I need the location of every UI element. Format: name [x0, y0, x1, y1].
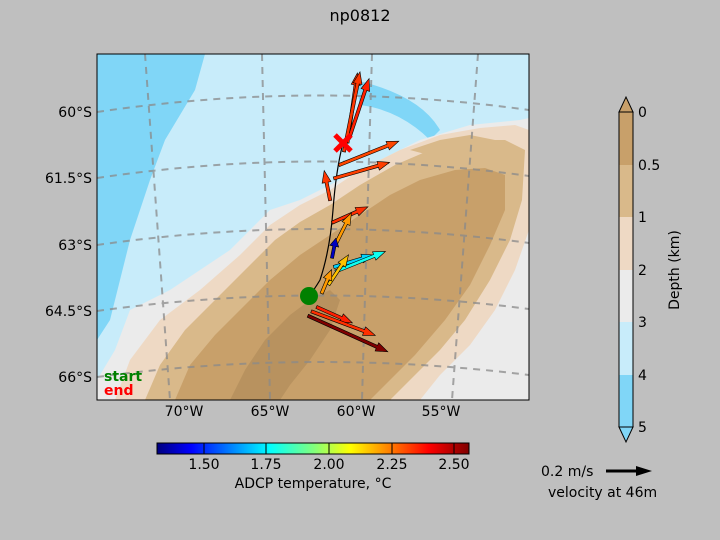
- velocity-vector-5: [321, 169, 333, 202]
- lat-label-61-5s: 61.5°S: [45, 171, 92, 187]
- chart-title: np0812: [329, 6, 390, 25]
- depth-top-extend: [618, 95, 634, 113]
- parallel-63s: [97, 227, 529, 246]
- parallel-64-5s: [97, 294, 529, 312]
- temp-colorbar-label: ADCP temperature, °C: [235, 476, 392, 492]
- temp-tick-2-25: 2.25: [376, 457, 407, 473]
- lon-label-65w: 65°W: [251, 404, 290, 420]
- depth-tick-3: 3: [638, 315, 647, 331]
- temperature-colorbar-fill: [156, 442, 470, 455]
- map-frame: [96, 53, 530, 401]
- velocity-vector-15: [306, 313, 389, 353]
- deep-ocean-region: [97, 54, 205, 340]
- depth-colorbar-label: Depth (km): [667, 230, 683, 310]
- velocity-vector-14: [310, 309, 377, 336]
- lat-label-60s: 60°S: [58, 105, 92, 121]
- legend-end: end: [104, 383, 133, 399]
- lon-label-60w: 60°W: [337, 404, 376, 420]
- depth-band-2: [619, 217, 633, 270]
- depth-tick-1: 1: [638, 210, 647, 226]
- depth-colorbar-frame: [618, 111, 634, 428]
- map-panel: [97, 54, 529, 400]
- ship-track: [308, 142, 344, 297]
- depth-band-1: [619, 165, 633, 217]
- temperature-colorbar: 1.50 1.75 2.00 2.25 2.50 ADCP temperatur…: [156, 442, 470, 492]
- temp-tick-2-50: 2.50: [438, 457, 469, 473]
- velocity-vector-1: [347, 77, 370, 140]
- velocity-vector-8: [329, 237, 340, 259]
- depth-colorbar: 0 0.5 1 2 3 4 5 Depth (km): [618, 95, 683, 444]
- depth-band-0: [619, 112, 633, 165]
- meridian-55w: [451, 54, 479, 400]
- velocity-vector-4: [332, 161, 391, 181]
- velocity-key: 0.2 m/s velocity at 46m: [541, 464, 657, 501]
- start-marker: [300, 287, 318, 305]
- meridian-65w: [261, 54, 271, 400]
- velocity-vector-12: [319, 268, 333, 295]
- depth-band-4: [619, 322, 633, 375]
- depth-tick-5: 5: [638, 420, 647, 436]
- parallel-60s: [97, 94, 529, 113]
- depth-tick-2: 2: [638, 263, 647, 279]
- parallel-61-5s: [97, 160, 529, 179]
- velocity-vector-3: [337, 140, 400, 167]
- temp-tick-1-50: 1.50: [188, 457, 219, 473]
- depth-tick-0: 0: [638, 105, 647, 121]
- legend-start: start: [104, 369, 142, 385]
- end-marker: [333, 133, 353, 153]
- depth-tick-0-5: 0.5: [638, 158, 660, 174]
- graticule: [97, 54, 529, 400]
- peninsula-land: [175, 168, 505, 400]
- meridian-70w: [144, 54, 171, 400]
- depth-bottom-extend: [618, 426, 634, 444]
- lon-label-70w: 70°W: [165, 404, 204, 420]
- velocity-vector-13: [315, 305, 354, 324]
- lon-label-55w: 55°W: [422, 404, 461, 420]
- velocity-scale-label: 0.2 m/s: [541, 464, 593, 480]
- temp-tick-2-00: 2.00: [313, 457, 344, 473]
- lat-label-66s: 66°S: [58, 370, 92, 386]
- island-shelf: [410, 135, 495, 158]
- velocity-vectors: [306, 71, 400, 353]
- depth-band-5: [619, 375, 633, 427]
- lat-label-63s: 63°S: [58, 238, 92, 254]
- parallel-66s: [97, 360, 529, 378]
- lat-label-64-5s: 64.5°S: [45, 304, 92, 320]
- velocity-vector-11: [326, 254, 349, 287]
- velocity-scale-arrow: [606, 466, 652, 476]
- depth-tick-4: 4: [638, 368, 647, 384]
- velocity-depth-label: velocity at 46m: [548, 485, 657, 501]
- depth-band-3: [619, 270, 633, 322]
- deep-ocean-patch: [355, 80, 440, 140]
- temperature-colorbar-ticks: [203, 443, 455, 454]
- temp-tick-1-75: 1.75: [250, 457, 281, 473]
